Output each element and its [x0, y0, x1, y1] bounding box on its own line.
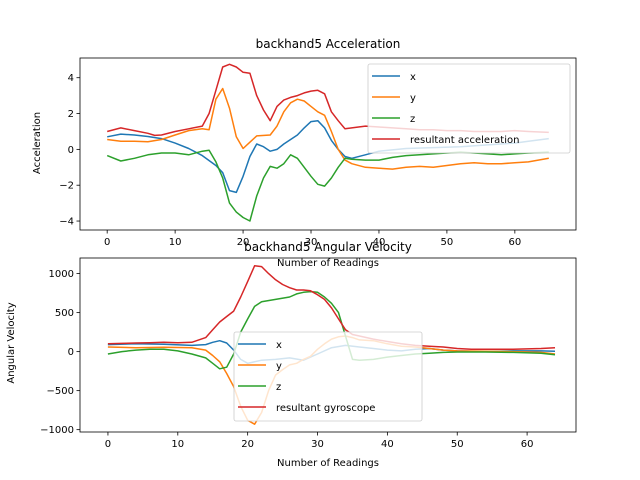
- series-line-resultant-gyroscope: [107, 265, 556, 351]
- series-line-z: [107, 290, 556, 370]
- angular-velocity-xlabel: Number of Readings: [277, 458, 379, 469]
- acceleration-xlabel: Number of Readings: [277, 258, 379, 269]
- angular-velocity-ylabel: Angular Velocity: [6, 302, 17, 383]
- x-tick-label: 50: [441, 237, 454, 248]
- x-tick-label: 10: [171, 439, 184, 450]
- x-tick-label: 20: [241, 439, 254, 450]
- acceleration-title: backhand5 Acceleration: [256, 37, 401, 51]
- y-tick-label: 0: [68, 347, 74, 358]
- x-tick-label: 0: [105, 439, 111, 450]
- legend-label: resultant gyroscope: [276, 403, 375, 414]
- acceleration-ylabel: Acceleration: [32, 112, 43, 174]
- legend-label: y: [410, 93, 416, 104]
- legend-label: y: [276, 361, 282, 372]
- y-tick-label: 2: [68, 109, 74, 120]
- series-line-y: [107, 87, 549, 170]
- x-tick-label: 60: [521, 439, 534, 450]
- y-tick-label: −2: [59, 181, 74, 192]
- x-tick-label: 10: [169, 237, 182, 248]
- x-tick-label: 50: [451, 439, 464, 450]
- legend-box: [367, 63, 571, 154]
- x-tick-label: 60: [508, 237, 521, 248]
- angular-velocity-subplot: 0 10 20 30 40 50 60−1000−50005001000xyzresulta…: [6, 240, 577, 469]
- axes-frame: [79, 57, 577, 231]
- legend-label: resultant acceleration: [410, 135, 519, 146]
- x-tick-label: 40: [381, 439, 394, 450]
- x-tick-label: 30: [311, 439, 324, 450]
- x-tick-label: 20: [237, 237, 250, 248]
- acceleration-subplot: backhand5 Acceleration 0 10 20 30 40 50 60−4−2…: [32, 37, 577, 269]
- y-tick-label: 1000: [49, 269, 74, 280]
- legend: xyz resultant gyroscope: [233, 331, 423, 422]
- y-tick-label: 4: [68, 73, 74, 84]
- legend: xyz resultant acceleration: [367, 63, 571, 154]
- y-tick-label: −4: [59, 217, 74, 228]
- legend-box: [233, 331, 423, 422]
- x-tick-label: 30: [305, 237, 318, 248]
- angular-velocity-title: backhand5 Angular Velocity: [244, 240, 412, 254]
- axes-frame: [79, 257, 577, 433]
- x-tick-label: 0: [104, 237, 110, 248]
- y-tick-label: −500: [47, 386, 74, 397]
- legend-label: z: [410, 114, 415, 125]
- legend-label: x: [276, 340, 282, 351]
- y-tick-label: 0: [68, 145, 74, 156]
- legend-label: x: [410, 72, 416, 83]
- x-tick-label: 40: [373, 237, 386, 248]
- y-tick-label: −1000: [40, 425, 74, 436]
- legend-label: z: [276, 382, 281, 393]
- y-tick-label: 500: [55, 308, 74, 319]
